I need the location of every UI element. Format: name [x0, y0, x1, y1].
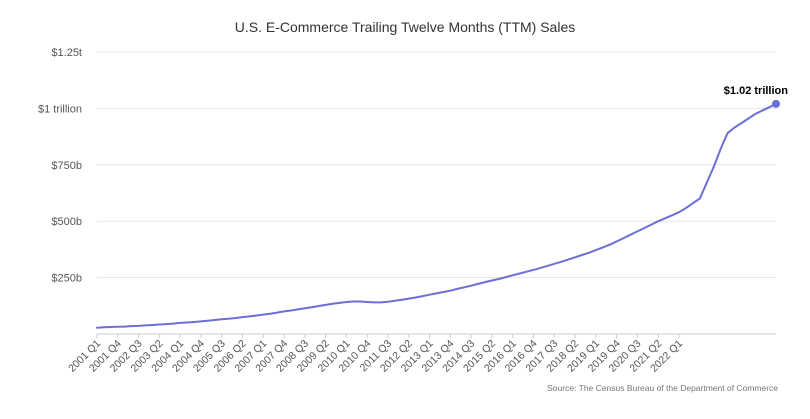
y-tick-label: $500b: [51, 216, 82, 228]
y-tick-label: $250b: [51, 273, 82, 285]
series-line: [96, 102, 777, 329]
y-tick-label: $750b: [51, 160, 82, 172]
chart-title: U.S. E-Commerce Trailing Twelve Months (…: [235, 19, 576, 35]
gridlines: [97, 51, 776, 279]
last-point-label: $1.02 trillion: [724, 85, 788, 97]
y-axis: $250b $500b $750b $1 trillion $1.25t: [38, 47, 82, 285]
last-point-marker[interactable]: [772, 99, 780, 108]
source-credit: Source: The Census Bureau of the Departm…: [547, 383, 778, 393]
y-tick-label: $1.25t: [51, 47, 82, 59]
y-tick-label: $1 trillion: [38, 103, 82, 115]
